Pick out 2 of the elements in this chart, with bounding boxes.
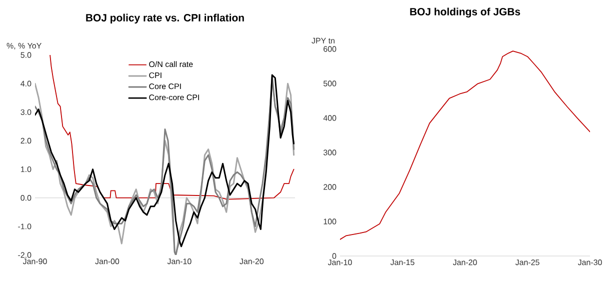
chart-title: BOJ holdings of JGBs	[410, 8, 520, 18]
chart-title: BOJ policy rate vs. CPI inflation	[86, 14, 244, 24]
